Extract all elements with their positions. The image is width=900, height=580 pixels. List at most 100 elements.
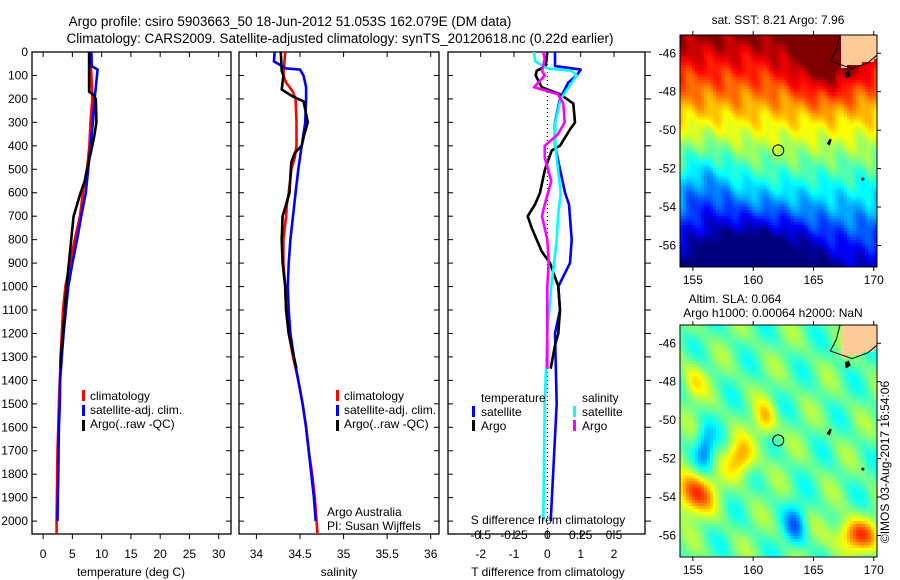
legend-label: satellite-adj. clim. [344, 403, 436, 417]
x-tick-label: 34.5 [288, 547, 312, 561]
lon-tick-label: 165 [803, 273, 823, 287]
depth-tick-label: 300 [8, 115, 28, 129]
x-tick-label: 25 [183, 547, 197, 561]
figure-title: Argo profile: csiro 5903663_50 18-Jun-20… [69, 14, 512, 29]
x-tick-label: 1 [577, 547, 584, 561]
difference-legend: temperature salinity satellite Argo sate… [472, 391, 623, 433]
credit-argo-australia: Argo Australia [327, 505, 402, 519]
map-frame [679, 324, 878, 558]
x-tick-label: 0 [40, 547, 47, 561]
lat-tick-label: -52 [659, 162, 677, 176]
series-line-satellite-adj-clim- [56, 51, 99, 522]
lat-tick-label: -50 [659, 123, 677, 137]
depth-tick-label: 1200 [1, 326, 28, 340]
x-tick-label: 35.5 [375, 547, 399, 561]
stewart-island [844, 360, 851, 369]
depth-tick-label: 1000 [1, 280, 28, 294]
imos-timestamp: ©IMOS 03-Aug-2017 16:54:06 [878, 381, 892, 544]
x-tick-label: 15 [124, 547, 138, 561]
depth-tick-label: 900 [8, 256, 28, 270]
legend-swatch-satellite [82, 405, 85, 416]
campbell-island [861, 467, 865, 471]
x-tick-label: 35 [337, 547, 351, 561]
lat-tick-label: -56 [659, 528, 677, 542]
sst-map-axes: 155 160 165 170 -46 -48 -50 -52 -54 -56 [659, 31, 884, 287]
legend-swatch-argo [336, 420, 339, 431]
x2-tick-label: 0.25 [569, 528, 593, 542]
lon-tick-label: 170 [864, 563, 884, 577]
salinity-panel: 34 34.5 35 35.5 36 [238, 51, 440, 561]
legend-swatch-climatology [82, 390, 85, 401]
lat-tick-label: -52 [659, 452, 677, 466]
profile-location-marker [772, 434, 785, 447]
legend-label: Argo [582, 419, 608, 433]
sla-map-title: Altim. SLA: 0.064 [689, 292, 782, 306]
legend-title-temperature: temperature [481, 391, 546, 405]
series-line-argo-raw-qc- [59, 52, 98, 369]
t-difference-xlabel: T difference from climatology [471, 565, 625, 579]
campbell-island [861, 177, 865, 181]
lon-tick-label: 160 [743, 273, 763, 287]
legend-swatch-satellite [336, 405, 339, 416]
lon-tick-label: 160 [743, 563, 763, 577]
credit-pi: PI: Susan Wijffels [327, 519, 421, 533]
sla-map-image [680, 325, 877, 557]
difference-panel: -2 -1 0 1 2 -0.5 -0.25 0 0.25 0.5 [447, 51, 651, 561]
map-frame [679, 34, 878, 268]
legend-label: satellite-adj. clim. [90, 403, 182, 417]
legend-label: climatology [90, 389, 150, 403]
lon-tick-label: 165 [803, 563, 823, 577]
temperature-xlabel: temperature (deg C) [77, 565, 185, 579]
legend-label: Argo(..raw -QC) [344, 417, 429, 431]
s-difference-xlabel: S difference from climatology [471, 513, 626, 527]
auckland-islands [826, 138, 832, 146]
plot-frame [238, 51, 440, 535]
legend-swatch-s-satellite [573, 406, 576, 417]
depth-axis: 0 100 200 300 400 500 600 700 800 900 1000 1100 1200… [1, 45, 28, 528]
lat-tick-label: -54 [659, 200, 677, 214]
temperature-panel: 0 5 10 15 20 25 30 [31, 51, 232, 561]
depth-tick-label: 1900 [1, 491, 28, 505]
legend-swatch-argo [82, 420, 85, 431]
lon-tick-label: 155 [683, 563, 703, 577]
auckland-islands [826, 428, 832, 436]
legend-swatch-climatology [336, 390, 339, 401]
series-line-salinity-argo [532, 51, 567, 369]
lat-tick-label: -48 [659, 375, 677, 389]
salinity-legend: climatology satellite-adj. clim. Argo(..… [336, 389, 436, 431]
coastline [829, 34, 878, 70]
x-tick-label: 10 [95, 547, 109, 561]
stewart-island [844, 70, 851, 79]
coastline [829, 324, 878, 360]
depth-tick-label: 1500 [1, 397, 28, 411]
x-tick-label: 0 [544, 547, 551, 561]
x-tick-label: 5 [69, 547, 76, 561]
temperature-legend: climatology satellite-adj. clim. Argo(..… [82, 389, 182, 431]
x-tick-label: -1 [509, 547, 520, 561]
x-tick-label: 34 [250, 547, 264, 561]
figure-subtitle: Climatology: CARS2009. Satellite-adjuste… [66, 31, 613, 46]
depth-tick-label: 200 [8, 92, 28, 106]
x-tick-label: -2 [475, 547, 486, 561]
profile-location-marker [772, 144, 785, 157]
series-line-climatology [55, 51, 94, 534]
depth-tick-label: 1800 [1, 467, 28, 481]
depth-tick-label: 100 [8, 68, 28, 82]
legend-label: Argo [481, 419, 507, 433]
x-tick-label: 20 [153, 547, 167, 561]
x-tick-label: 2 [611, 547, 618, 561]
depth-tick-label: 1400 [1, 373, 28, 387]
x2-tick-label: -0.25 [500, 528, 528, 542]
depth-tick-label: 0 [21, 45, 28, 59]
lat-tick-label: -56 [659, 238, 677, 252]
depth-tick-label: 1600 [1, 420, 28, 434]
sla-map-axes: 155 160 165 170 -46 -48 -50 -52 -54 -56 [659, 321, 884, 577]
depth-tick-label: 600 [8, 186, 28, 200]
depth-tick-label: 400 [8, 139, 28, 153]
x-tick-label: 30 [212, 547, 226, 561]
legend-label: satellite [582, 405, 623, 419]
series-line-argo-raw-qc- [279, 51, 310, 369]
x-tick-label: 36 [424, 547, 438, 561]
